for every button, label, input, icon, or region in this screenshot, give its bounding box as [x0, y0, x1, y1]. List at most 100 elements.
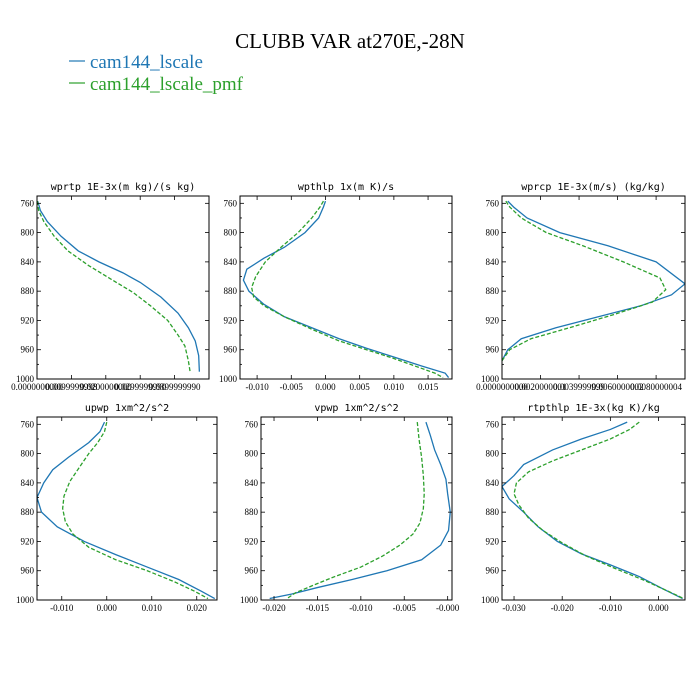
y-tick-label: 1000: [16, 374, 35, 384]
y-tick-label: 880: [21, 286, 35, 296]
y-tick-label: 760: [224, 198, 238, 208]
x-tick-label: 0.0020000001: [515, 382, 567, 392]
series-line-cam144-lscale-pmf: [286, 422, 425, 600]
panel-3: wprcp 1E-3x(m/s) (kg/kg) 760 800 840 880 920 9…: [476, 182, 686, 392]
y-tick-label: 880: [21, 507, 35, 517]
y-tick-label: 1000: [16, 595, 35, 605]
plot-frame: [501, 195, 686, 380]
y-tick-label: 800: [486, 228, 500, 238]
y-tick-label: 960: [486, 345, 500, 355]
y-tick-label: 840: [486, 478, 500, 488]
panel-4: upwp 1xm^2/s^2 760 800 840 880 920 960 1000 -0.0…: [16, 403, 218, 613]
panel-title: upwp 1xm^2/s^2: [85, 403, 169, 414]
y-tick-label: 840: [245, 478, 259, 488]
y-tick-label: 960: [21, 345, 35, 355]
series-line-cam144-lscale-pmf: [250, 200, 444, 379]
x-tick-label: 0.005: [350, 382, 371, 392]
y-tick-label: 920: [21, 536, 35, 546]
panel-6: rtpthlp 1E-3x(kg K)/kg 760 800 840 880 920 960…: [481, 403, 686, 613]
plot-frame: [36, 416, 218, 601]
x-tick-label: -0.020: [262, 603, 286, 613]
x-tick-label: -0.020: [551, 603, 575, 613]
y-tick-label: 800: [21, 449, 35, 459]
y-tick-label: 920: [486, 536, 500, 546]
x-tick-label: 0.0099999998: [46, 382, 98, 392]
series-line-cam144-lscale: [242, 200, 450, 378]
x-tick-label: 0.000: [648, 603, 669, 613]
x-tick-label: -0.010: [349, 603, 373, 613]
panel-title: wprtp 1E-3x(m kg)/(s kg): [51, 182, 196, 193]
y-tick-label: 920: [486, 315, 500, 325]
y-tick-label: 840: [21, 478, 35, 488]
x-tick-label: 0.0000000000: [11, 382, 63, 392]
y-tick-label: 760: [486, 198, 500, 208]
panel-1: wprtp 1E-3x(m kg)/(s kg) 760 800 840 880 920 9…: [11, 182, 210, 392]
x-tick-label: -0.010: [50, 603, 74, 613]
x-tick-label: 0.0000000000: [476, 382, 528, 392]
x-tick-label: 0.0060000002: [592, 382, 644, 392]
x-tick-label: 0.0039999999: [553, 382, 605, 392]
plot-frame: [36, 195, 210, 380]
y-tick-label: 1000: [240, 595, 259, 605]
x-tick-label: 0.0399999990: [149, 382, 201, 392]
y-tick-label: 880: [486, 507, 500, 517]
panel-5: vpwp 1xm^2/s^27608008408809209601000-0.0…: [240, 403, 460, 613]
y-tick-label: 760: [245, 419, 259, 429]
series-line-cam144-lscale-pmf: [502, 200, 667, 362]
y-tick-label: 760: [486, 419, 500, 429]
y-tick-label: 960: [486, 566, 500, 576]
y-tick-label: 760: [21, 419, 35, 429]
figure-title: CLUBB VAR at270E,-28N: [235, 29, 465, 53]
y-tick-label: 1000: [481, 374, 500, 384]
y-tick-label: 840: [224, 257, 238, 267]
x-tick-label: 0.010: [142, 603, 163, 613]
y-tick-label: 800: [21, 228, 35, 238]
y-tick-label: 960: [224, 345, 238, 355]
y-tick-label: 1000: [481, 595, 500, 605]
x-tick-label: 0.010: [384, 382, 405, 392]
legend-label-cam144-lscale: cam144_lscale: [90, 52, 203, 73]
x-tick-label: 0.020: [187, 603, 208, 613]
series-line-cam144-lscale: [269, 421, 451, 600]
series-line-cam144-lscale: [37, 200, 201, 372]
x-tick-label: 0.0080000004: [630, 382, 682, 392]
panel-title: wprcp 1E-3x(m/s) (kg/kg): [521, 182, 666, 193]
series-line-cam144-lscale-pmf: [513, 421, 684, 600]
x-tick-label: -0.000: [436, 603, 460, 613]
x-tick-label: 0.000: [97, 603, 118, 613]
y-tick-label: 920: [245, 536, 259, 546]
y-tick-label: 800: [486, 449, 500, 459]
x-tick-label: -0.005: [280, 382, 304, 392]
panels: wprtp 1E-3x(m kg)/(s kg) 760 800 840 880 920 9…: [11, 182, 686, 613]
x-tick-label: -0.010: [599, 603, 623, 613]
legend: cam144_lscale cam144_lscale_pmf: [69, 52, 244, 95]
plot-frame: [239, 195, 453, 380]
x-tick-label: -0.030: [502, 603, 526, 613]
y-tick-label: 880: [486, 286, 500, 296]
y-tick-label: 880: [245, 507, 259, 517]
y-tick-label: 800: [224, 228, 238, 238]
x-tick-label: -0.015: [306, 603, 330, 613]
legend-label-cam144-lscale-pmf: cam144_lscale_pmf: [90, 74, 244, 95]
plot-frame: [260, 416, 453, 601]
x-tick-label: 0.0200000000: [80, 382, 132, 392]
x-tick-label: 0.015: [418, 382, 439, 392]
y-tick-label: 960: [21, 566, 35, 576]
y-tick-label: 760: [21, 198, 35, 208]
series-line-cam144-lscale-pmf: [37, 201, 191, 372]
y-tick-label: 920: [224, 315, 238, 325]
y-tick-label: 880: [224, 286, 238, 296]
plot-frame: [501, 416, 686, 601]
series-line-cam144-lscale: [502, 421, 683, 600]
panel-2: wpthlp 1x(m K)/s 760 800 840 880 920 960 1000 -0…: [219, 182, 453, 392]
y-tick-label: 1000: [219, 374, 238, 384]
y-tick-label: 960: [245, 566, 259, 576]
x-tick-label: 0.0299999990: [114, 382, 166, 392]
series-line-cam144-lscale: [502, 200, 685, 362]
y-tick-label: 800: [245, 449, 259, 459]
x-tick-label: -0.005: [393, 603, 417, 613]
panel-title: rtpthlp 1E-3x(kg K)/kg: [527, 403, 659, 414]
series-line-cam144-lscale: [37, 421, 216, 600]
series-line-cam144-lscale-pmf: [61, 421, 209, 600]
